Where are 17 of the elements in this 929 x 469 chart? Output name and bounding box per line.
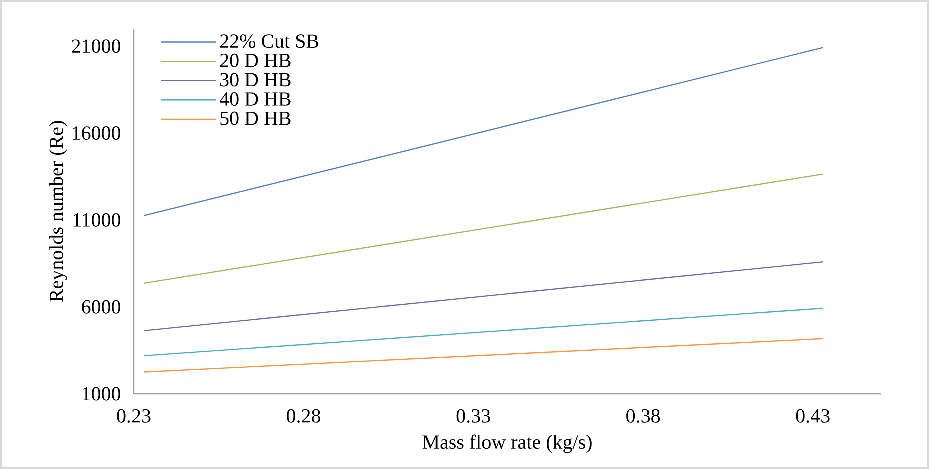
legend-label: 50 D HB <box>220 112 291 126</box>
legend-label: 40 D HB <box>220 92 291 106</box>
x-axis-title: Mass flow rate (kg/s) <box>422 434 592 454</box>
x-tick-label: 0.33 <box>456 409 490 423</box>
x-tick-label: 0.38 <box>626 409 660 423</box>
x-tick-label: 0.23 <box>117 409 151 423</box>
y-axis-title: Reynolds number (Re) <box>49 121 68 302</box>
legend-label: 30 D HB <box>220 73 291 87</box>
legend-label: 20 D HB <box>220 54 291 68</box>
x-tick-label: 0.43 <box>796 409 830 423</box>
y-tick-label: 16000 <box>73 126 121 140</box>
y-tick-label: 1000 <box>83 387 121 401</box>
y-tick-label: 11000 <box>74 213 121 227</box>
x-tick-label: 0.28 <box>287 409 321 423</box>
legend-label: 22% Cut SB <box>220 34 319 48</box>
y-tick-label: 6000 <box>82 300 121 314</box>
y-tick-label: 21000 <box>72 40 121 54</box>
